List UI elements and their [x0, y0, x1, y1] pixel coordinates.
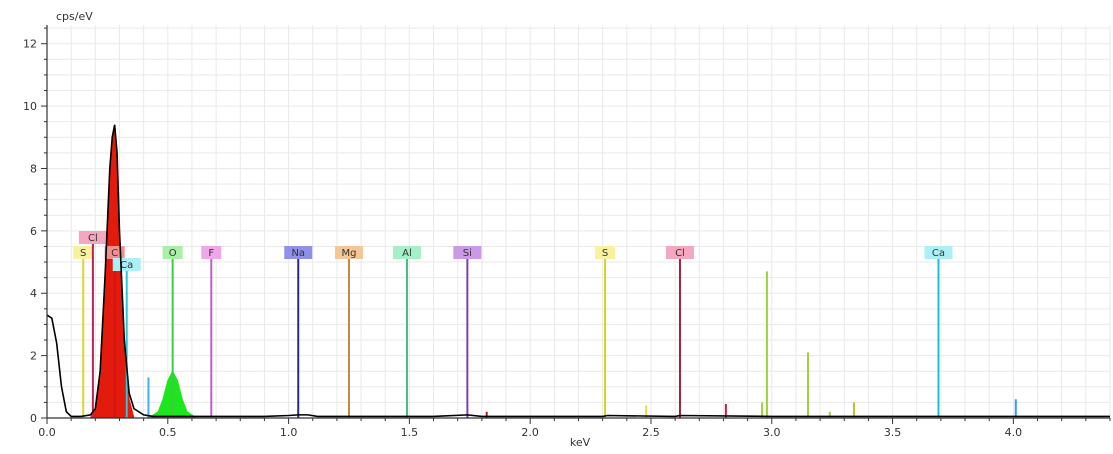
- grid: [46, 25, 1111, 419]
- marker-label-box: [334, 246, 363, 259]
- marker-label: Si: [463, 248, 472, 259]
- x-tick-label: 4.0: [1005, 426, 1023, 439]
- x-tick-label: 3.0: [763, 426, 781, 439]
- x-tick-label: 1.5: [401, 426, 419, 439]
- marker-label: Cl: [675, 248, 685, 259]
- minor-lines: [147, 271, 1017, 418]
- marker-label-box: [112, 258, 141, 271]
- marker-label-box: [284, 246, 313, 259]
- marker-label-box: [162, 246, 183, 259]
- x-tick-label: 3.5: [884, 426, 902, 439]
- x-tick-label: 2.5: [642, 426, 660, 439]
- y-axis-label: cps/eV: [56, 10, 93, 23]
- marker-label-box: [665, 246, 694, 259]
- marker-label: Ca: [932, 248, 945, 259]
- x-tick-label: 2.0: [521, 426, 539, 439]
- marker-label: F: [208, 248, 214, 259]
- marker-label: C: [111, 248, 118, 259]
- y-tick-label: 8: [30, 162, 37, 175]
- marker-label-box: [595, 246, 616, 259]
- y-tick-label: 0: [30, 412, 37, 425]
- marker-label: O: [169, 248, 177, 259]
- marker-label: Mg: [341, 248, 356, 259]
- y-tick-label: 6: [30, 225, 37, 238]
- x-tick-label: 0.5: [159, 426, 177, 439]
- x-tick-label: 1.0: [280, 426, 298, 439]
- marker-label: S: [602, 248, 608, 259]
- marker-label: Cl: [88, 233, 98, 244]
- spectrum-line: [46, 124, 1110, 418]
- marker-label-box: [392, 246, 421, 259]
- marker-label: Al: [402, 248, 412, 259]
- axes: 0 2 4 6 8 10 12 0.0 0.5 1.0 1.5 2.0 2.5 3.0 3.5 4.0: [23, 25, 1111, 439]
- marker-label-box: [73, 246, 94, 259]
- x-tick-label: 0.0: [38, 426, 56, 439]
- spectrum-series: [46, 124, 1110, 418]
- y-tick-label: 2: [30, 350, 37, 363]
- marker-label: S: [80, 248, 86, 259]
- x-axis-label: keV: [570, 436, 591, 449]
- marker-label-box: [201, 246, 222, 259]
- y-tick-label: 10: [23, 100, 37, 113]
- marker-label: Ca: [120, 260, 133, 271]
- y-tick-label: 4: [30, 287, 37, 300]
- y-tick-label: 12: [23, 38, 37, 51]
- marker-label: Na: [291, 248, 305, 259]
- marker-label-box: [453, 246, 482, 259]
- marker-label-box: [78, 231, 107, 244]
- marker-label-box: [924, 246, 953, 259]
